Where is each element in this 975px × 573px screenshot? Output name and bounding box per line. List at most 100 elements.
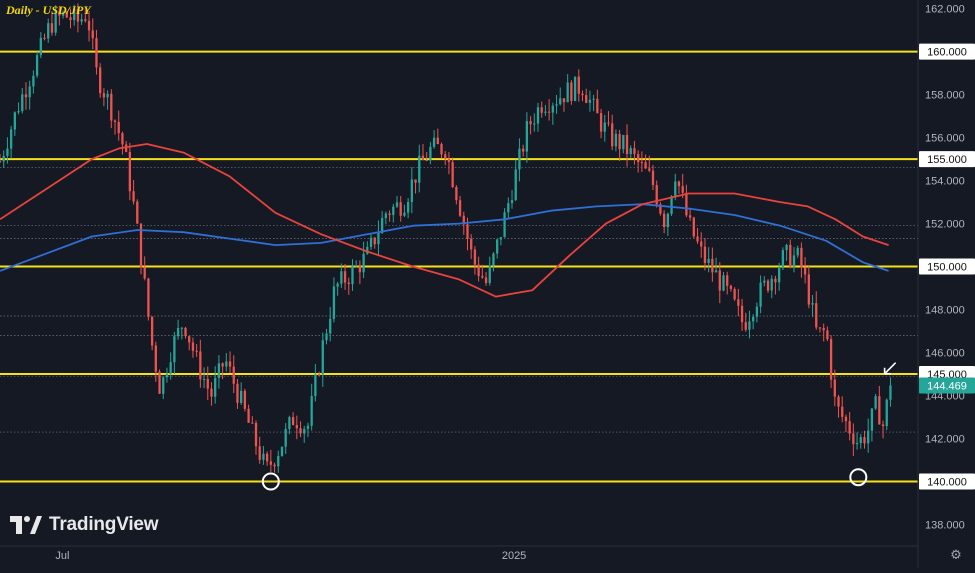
candle-body <box>32 75 35 87</box>
y-tick-label: 144.000 <box>925 391 965 403</box>
candle-body <box>755 306 759 317</box>
candle-body <box>774 278 777 283</box>
candle-body <box>306 425 310 429</box>
candle-body <box>288 417 291 429</box>
candle-body <box>611 123 614 147</box>
candle-body <box>392 206 395 215</box>
candle-body <box>778 268 781 283</box>
candle-body <box>648 168 651 171</box>
candle-body <box>744 322 747 330</box>
candle-body <box>740 305 744 323</box>
candle-body <box>596 98 599 114</box>
settings-gear-icon[interactable]: ⚙ <box>950 547 962 562</box>
candle-body <box>340 271 343 284</box>
candle-body <box>17 111 20 113</box>
key-level-label: 155.000 <box>927 154 967 166</box>
arrow-marker <box>885 362 897 374</box>
candle-body <box>188 336 191 343</box>
candle-body <box>640 162 644 164</box>
candle-body <box>165 373 169 378</box>
candle-body <box>451 162 454 187</box>
candle-body <box>2 155 5 162</box>
price-axis[interactable]: 138.000 140.000 142.000 144.000 146.000 148.0… <box>917 0 975 568</box>
candle-body <box>195 350 198 352</box>
candle-body <box>803 267 807 275</box>
candle-body <box>225 361 228 367</box>
candle-body <box>139 223 143 268</box>
candle-body <box>169 362 172 374</box>
candle-body <box>24 94 28 98</box>
candle-body <box>677 181 681 187</box>
candle-body <box>421 155 425 160</box>
key-level-label: 150.000 <box>927 262 967 274</box>
candle-body <box>91 30 94 39</box>
price-axis-background <box>918 0 975 568</box>
key-levels <box>0 50 918 483</box>
candle-body <box>811 303 814 305</box>
candle-body <box>855 443 859 445</box>
candle-body <box>362 253 365 273</box>
candle-body <box>848 421 851 434</box>
candle-body <box>295 424 298 429</box>
candle-body <box>570 82 573 101</box>
candle-body <box>867 430 870 444</box>
candle-body <box>644 162 647 169</box>
candle-body <box>659 204 662 214</box>
y-tick-label: 158.000 <box>925 90 965 102</box>
candle-body <box>373 237 376 245</box>
candle-body <box>662 213 666 228</box>
candle-body <box>9 129 13 149</box>
candle-body <box>766 280 770 291</box>
candle-body <box>54 11 57 33</box>
candle-body <box>466 224 469 239</box>
candle-body <box>21 94 24 112</box>
candle-body <box>199 351 202 380</box>
candle-body <box>406 201 410 213</box>
candle-body <box>889 385 892 400</box>
candle-body <box>403 212 406 216</box>
key-level-tag <box>919 151 975 168</box>
candle-body <box>355 265 358 267</box>
key-level-tag <box>919 258 975 275</box>
candle-body <box>536 107 540 124</box>
candle-body <box>251 422 254 424</box>
candle-body <box>247 408 250 423</box>
candle-body <box>885 399 888 427</box>
candle-body <box>792 255 796 267</box>
candle-body <box>752 316 755 322</box>
candle-body <box>314 374 317 397</box>
candle-body <box>6 148 9 156</box>
candle-body <box>369 237 373 247</box>
candle-body <box>455 186 458 201</box>
candle-body <box>180 327 183 329</box>
candle-body <box>399 202 402 216</box>
y-tick-label: 156.000 <box>925 133 965 145</box>
candle-body <box>822 327 825 331</box>
moving-averages <box>0 143 889 298</box>
candle-body <box>436 137 439 145</box>
candle-body <box>722 275 725 291</box>
candle-body <box>737 299 740 306</box>
candle-body <box>425 159 428 161</box>
candle-body <box>674 181 677 197</box>
time-axis[interactable]: Jul 2025 <box>0 545 918 562</box>
candle-body <box>681 186 684 193</box>
candle-body <box>818 327 822 329</box>
brand-label: TradingView <box>49 514 159 535</box>
candle-body <box>529 121 532 125</box>
candle-body <box>50 23 54 33</box>
candle-body <box>711 258 714 273</box>
candle-body <box>432 137 436 147</box>
candle-body <box>147 278 150 317</box>
candle-body <box>499 237 503 240</box>
candle-body <box>566 82 569 103</box>
candle-body <box>95 38 98 68</box>
arrow-marker-head <box>883 367 891 375</box>
candle-body <box>688 215 692 218</box>
candle-body <box>124 144 128 152</box>
candle-body <box>61 12 65 16</box>
candle-body <box>852 433 855 445</box>
candle-body <box>870 408 874 431</box>
